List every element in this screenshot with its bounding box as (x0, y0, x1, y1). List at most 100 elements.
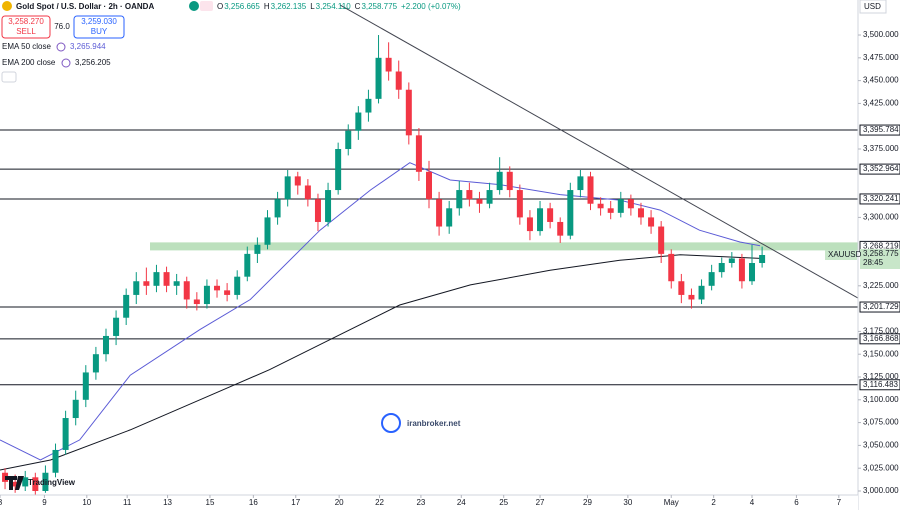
candle-body (234, 276, 241, 295)
candle-body (325, 190, 332, 222)
candle-body (708, 272, 715, 286)
candle-body (42, 472, 49, 491)
candle-body (516, 190, 523, 218)
candle-body (203, 285, 210, 305)
candle-body (668, 253, 675, 282)
watermark: iranbroker.net (407, 419, 461, 428)
candle-body (426, 171, 432, 200)
candle-body (405, 89, 412, 136)
y-tick-label: 3,150.000 (863, 349, 899, 358)
candle-body (718, 263, 725, 273)
candle-body (52, 449, 59, 473)
candle-body (264, 217, 271, 245)
candle-body (627, 199, 634, 209)
ohlc-key: L (310, 2, 315, 11)
x-tick-label: 16 (249, 498, 258, 507)
candle-body (759, 255, 766, 264)
y-tick-label: 3,425.000 (863, 99, 899, 108)
x-tick-label: 8 (0, 498, 3, 507)
ohlc-change: +2.200 (+0.07%) (401, 2, 461, 11)
symbol-title: Gold Spot / U.S. Dollar · 2h · OANDA (16, 2, 154, 11)
candle-body (557, 221, 564, 236)
sell-button[interactable] (1, 15, 51, 39)
level-label: 3,320.241 (863, 194, 899, 203)
axes: 3,500.000 3,475.000 3,450.000 3,425.000 3,37… (0, 30, 900, 507)
ohlc-key: H (264, 2, 270, 11)
y-tick-label: 3,450.000 (863, 76, 899, 85)
candle-body (607, 208, 614, 213)
x-tick-label: 27 (536, 498, 545, 507)
candle-body (32, 477, 39, 491)
level-label-box (859, 333, 900, 345)
x-tick-label: 15 (206, 498, 215, 507)
candle-body (62, 418, 69, 450)
currency-box[interactable] (859, 0, 887, 14)
x-tick-label: 11 (123, 498, 132, 507)
buy-button[interactable] (73, 15, 125, 39)
candle-body (113, 317, 120, 336)
candle-body (617, 199, 624, 213)
candle-body (496, 171, 503, 191)
collapse-button[interactable] (1, 71, 17, 83)
candle-body (526, 217, 533, 232)
candle-body (587, 176, 594, 204)
x-tick-label: 2 (711, 498, 716, 507)
candle-body (22, 477, 29, 487)
buy-price: 3,259.030 (81, 17, 117, 26)
candle-body (214, 285, 221, 291)
candle-body (446, 208, 453, 227)
logo: TradingView (28, 478, 76, 487)
last-price-box (860, 249, 900, 270)
candle-body (547, 208, 554, 222)
ohlc-key: O (217, 2, 223, 11)
status-dot (189, 1, 199, 11)
indicator-icon (61, 58, 71, 68)
x-tick-label: 30 (623, 498, 632, 507)
last-price: 3,258.775 (863, 249, 899, 258)
ohlc-key: C (355, 2, 361, 11)
candle-body (597, 203, 604, 209)
candle-body (274, 199, 281, 218)
symbol-tag-box (825, 250, 857, 261)
candle-body (637, 208, 644, 218)
candle-body (133, 281, 140, 295)
candle-body (567, 190, 574, 236)
candle-body (436, 199, 443, 227)
candle-body (738, 258, 745, 282)
candle-body (506, 171, 513, 191)
candle-body (648, 217, 655, 227)
countdown: 28:45 (863, 258, 884, 267)
level-label: 3,166.868 (863, 334, 899, 343)
candle-body (254, 244, 261, 254)
symbol-tag: XAUUSD (828, 250, 862, 259)
level-label: 3,395.784 (863, 125, 899, 134)
buy-label: BUY (91, 27, 108, 36)
level-label: 3,352.964 (863, 164, 899, 173)
indicator-name: EMA 50 close (2, 42, 51, 51)
candle-body (294, 176, 301, 186)
indicator-value: 3,256.205 (75, 58, 111, 67)
candle-body (163, 272, 170, 286)
ohlc-value: 3,254.110 (316, 2, 352, 11)
candle-body (466, 190, 473, 200)
y-tick-label: 3,375.000 (863, 144, 899, 153)
x-tick-label: 17 (291, 498, 300, 507)
logo-mark (5, 476, 24, 490)
candle-body (12, 481, 19, 487)
candle-body (395, 71, 402, 90)
candle-body (678, 281, 685, 295)
level-label: 3,116.483 (863, 380, 899, 389)
plot-area (0, 4, 858, 495)
x-tick-label: 22 (375, 498, 384, 507)
candle-body (244, 253, 251, 277)
indicator-icon (56, 42, 66, 52)
level-label-box (859, 193, 900, 205)
candle-body (284, 176, 291, 200)
support-zone (150, 242, 858, 251)
y-tick-label: 3,025.000 (863, 463, 899, 472)
indicator-name: EMA 200 close (2, 58, 56, 67)
x-tick-label: 24 (457, 498, 466, 507)
candle-body (92, 354, 99, 373)
candle-body (193, 299, 200, 305)
